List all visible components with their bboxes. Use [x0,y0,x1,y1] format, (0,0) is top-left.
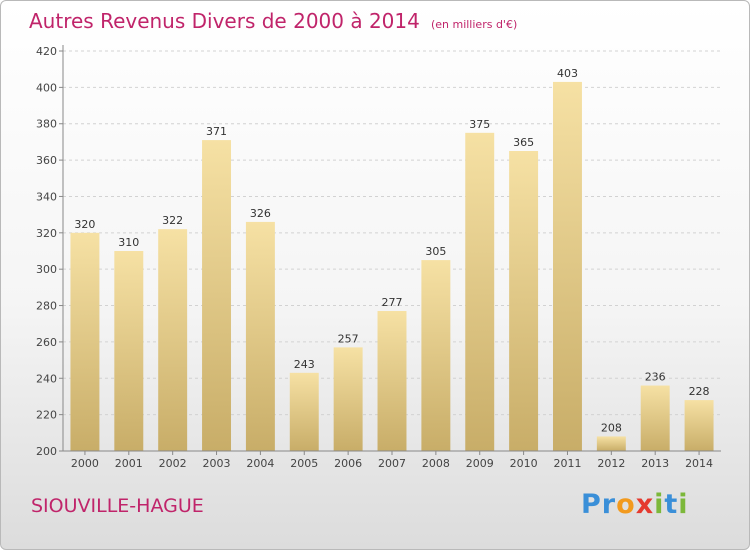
logo-letter: i [654,489,665,520]
x-tick-label: 2006 [334,457,362,470]
y-tick-label: 300 [36,263,57,276]
logo-letter: o [616,489,636,520]
data-label: 365 [513,136,534,149]
bar [245,221,275,451]
x-tick-label: 2002 [159,457,187,470]
x-tick-label: 2007 [378,457,406,470]
x-tick-label: 2004 [246,457,274,470]
bar [552,81,582,451]
bar [377,311,407,451]
logo-letter: t [664,489,679,520]
bar [684,400,714,451]
bar [509,151,539,451]
y-tick-label: 400 [36,81,57,94]
data-label: 243 [294,358,315,371]
y-tick-label: 380 [36,118,57,131]
bar [421,260,451,451]
data-label: 228 [689,385,710,398]
data-label: 277 [382,296,403,309]
data-label: 371 [206,125,227,138]
bar [640,385,670,451]
y-tick-label: 360 [36,154,57,167]
chart-title-main: Autres Revenus Divers de 2000 à 2014 [29,9,420,33]
bar [202,140,232,451]
axes: 200 220 240 260 280 300 320 340 360 380 400 420 2000… [36,45,721,470]
bar [158,229,188,451]
chart-subtitle: (en milliers d'€) [430,18,518,31]
bar [114,251,144,451]
y-tick-label: 220 [36,409,57,422]
x-tick-label: 2011 [553,457,581,470]
data-label: 257 [338,332,359,345]
proxiti-logo: Proxiti [581,489,689,520]
data-label: 208 [601,421,622,434]
logo-letter: r [601,489,617,520]
x-tick-label: 2005 [290,457,318,470]
bar [465,132,495,451]
y-tick-label: 420 [36,45,57,58]
x-tick-label: 2012 [597,457,625,470]
bar [289,372,319,451]
bar [70,232,100,451]
x-tick-label: 2001 [115,457,143,470]
bar [333,347,363,451]
x-tick-label: 2003 [203,457,231,470]
data-label: 375 [469,118,490,131]
data-label: 305 [425,245,446,258]
y-tick-label: 200 [36,445,57,458]
chart-title: Autres Revenus Divers de 2000 à 2014 (en… [29,9,517,33]
data-label: 403 [557,67,578,80]
x-tick-label: 2009 [466,457,494,470]
y-tick-label: 260 [36,336,57,349]
x-tick-label: 2008 [422,457,450,470]
logo-letter: P [581,489,602,520]
x-tick-label: 2013 [641,457,669,470]
y-tick-label: 280 [36,300,57,313]
x-tick-label: 2010 [510,457,538,470]
data-label: 310 [118,236,139,249]
data-label: 326 [250,207,271,220]
data-label: 320 [74,218,95,231]
y-tick-label: 240 [36,372,57,385]
y-tick-label: 320 [36,227,57,240]
logo-letter: x [635,489,655,520]
city-name: SIOUVILLE-HAGUE [31,495,204,517]
bar [596,436,626,451]
data-label: 236 [645,371,666,384]
y-tick-label: 340 [36,190,57,203]
x-tick-label: 2000 [71,457,99,470]
data-label: 322 [162,214,183,227]
x-tick-label: 2014 [685,457,713,470]
bars: 320 310 322 371 326 243 257 277 305 375 365 403 208 2… [70,67,714,451]
logo-letter: i [678,489,689,520]
